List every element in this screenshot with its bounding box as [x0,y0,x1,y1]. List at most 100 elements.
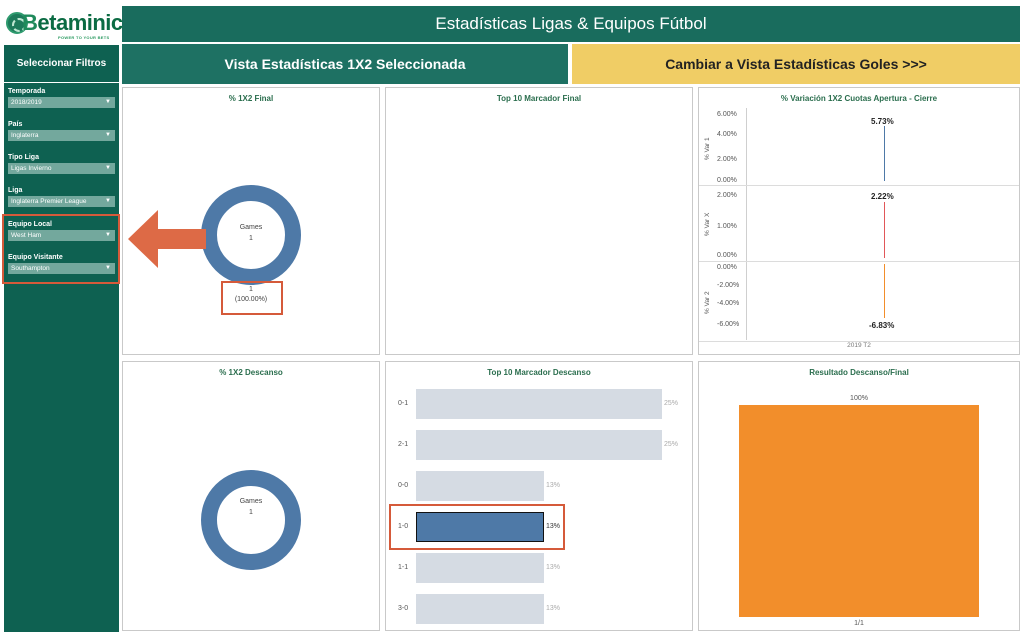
panel-1x2-descanso: % 1X2 Descanso Games 1 [122,361,380,631]
logo-b: B [22,10,38,35]
donut-center-label: Games [239,224,263,231]
donut-center-value: 1 [249,235,253,242]
panel-title: % Variación 1X2 Cuotas Apertura - Cierre [780,94,938,103]
donut-center-label: Games [239,498,263,505]
bar-1-0[interactable] [416,512,544,542]
select-value: Ligas Invierno [11,165,52,172]
bar-value-label: 100% [850,395,868,402]
axis-label: % Var 1 [704,137,711,160]
filter-equipo-local: Equipo Local West Ham ▼ [8,221,116,241]
donut-center-value: 1 [249,509,253,516]
var-value-x: 2.22% [871,192,894,201]
filter-pais: País Inglaterra ▼ [8,121,116,141]
axis-label: % Var 2 [704,291,711,314]
panel-top10-final: Top 10 Marcador Final [385,87,693,355]
filter-tipo-liga: Tipo Liga Ligas Invierno ▼ [8,154,116,174]
tick-label: -4.00% [717,300,740,307]
chevron-down-icon: ▼ [105,198,111,204]
bar-category-label: 1-1 [398,564,409,571]
tipo-liga-select[interactable]: Ligas Invierno ▼ [8,163,115,174]
filter-label: Tipo Liga [8,154,39,161]
bar-value-label: 25% [664,400,679,407]
chevron-down-icon: ▼ [105,132,111,138]
panel-title: Top 10 Marcador Descanso [487,368,591,377]
team-filters-highlight [2,214,120,284]
bar-0-1[interactable] [416,389,662,419]
tick-label: 4.00% [717,131,737,138]
bar-category-label: 1/1 [854,620,864,627]
filter-equipo-visitante: Equipo Visitante Southampton ▼ [8,254,116,274]
chevron-down-icon: ▼ [105,99,111,105]
temporada-select[interactable]: 2018/2019 ▼ [8,97,115,108]
var-value-1: 5.73% [871,117,894,126]
bar-1-1[interactable] [416,553,544,583]
panel-title: % 1X2 Final [228,94,274,103]
switch-goles-view-button[interactable]: Cambiar a Vista Estadísticas Goles >>> [572,44,1020,84]
axis-label: % Var X [704,212,711,236]
bar-0-0[interactable] [416,471,544,501]
tick-label: 1.00% [717,223,737,230]
select-value: West Ham [11,232,42,239]
panel-title: Top 10 Marcador Final [496,94,582,103]
chevron-down-icon: ▼ [105,165,111,171]
slice-count: 1 [249,286,253,293]
var-bar-2[interactable] [884,264,885,318]
filter-label: País [8,121,23,128]
resultado-bar[interactable] [739,405,979,617]
selected-bar-highlight [389,504,565,550]
bar-value-label: 13% [546,482,561,489]
page-title: Estadísticas Ligas & Equipos Fútbol [122,6,1020,42]
var-bar-x[interactable] [884,202,885,258]
equipo-local-select[interactable]: West Ham ▼ [8,230,115,241]
filter-label: Liga [8,187,23,194]
bar-2-1[interactable] [416,430,662,460]
bar-value-label: 13% [546,564,561,571]
chevron-down-icon: ▼ [105,265,111,271]
panel-resultado: Resultado Descanso/Final 100% 1/1 [698,361,1020,631]
panel-1x2-final: % 1X2 Final Games 1 1 (100.00%) [122,87,380,355]
select-value: 2018/2019 [11,99,42,106]
tick-label: -2.00% [717,282,740,289]
panel-variacion: % Variación 1X2 Cuotas Apertura - Cierre… [698,87,1020,355]
filter-temporada: Temporada 2018/2019 ▼ [8,88,116,108]
logo-brand: etaminic [37,10,123,35]
view-1x2-button[interactable]: Vista Estadísticas 1X2 Seleccionada [122,44,568,84]
filter-liga: Liga Inglaterra Premier League ▼ [8,187,116,207]
bar-category-label: 1-0 [398,523,409,530]
var-row-1: % Var 1 6.00% 4.00% 2.00% 0.00% 5.73% [699,108,1019,186]
bar-value-label: 13% [546,523,561,530]
donut-chart[interactable] [201,185,301,285]
bar-category-label: 0-1 [398,400,409,407]
var-row-x: % Var X 2.00% 1.00% 0.00% 2.22% [699,186,1019,262]
filter-label: Equipo Visitante [8,254,63,261]
tick-label: -6.00% [717,321,740,328]
filter-label: Temporada [8,88,46,95]
var-bar-1[interactable] [884,126,885,181]
slice-percent: (100.00%) [234,296,268,303]
select-value: Southampton [11,265,50,272]
var-row-2: % Var 2 0.00% -2.00% -4.00% -6.00% -6.83… [699,262,1019,342]
bar-3-0[interactable] [416,594,544,624]
betaminic-logo: Betaminic POWER TO YOUR BETS [4,6,123,42]
equipo-visitante-select[interactable]: Southampton ▼ [8,263,115,274]
tick-label: 6.00% [717,111,737,118]
panel-title: % 1X2 Descanso [219,368,283,377]
count-highlight [221,281,283,315]
bar-category-label: 0-0 [398,482,409,489]
bar-value-label: 25% [664,441,679,448]
bar-category-label: 3-0 [398,605,409,612]
panel-top10-descanso: Top 10 Marcador Descanso 0-1 25% 2-1 25% 0-0… [385,361,693,631]
liga-select[interactable]: Inglaterra Premier League ▼ [8,196,115,207]
pais-select[interactable]: Inglaterra ▼ [8,130,115,141]
football-icon [6,12,28,34]
filters-sidebar: Seleccionar Filtros Temporada 2018/2019 … [4,45,119,632]
filter-label: Equipo Local [8,221,52,228]
bar-category-label: 2-1 [398,441,409,448]
x-axis-label: 2019 T2 [847,342,871,349]
sidebar-title: Seleccionar Filtros [4,45,119,83]
tick-label: 0.00% [717,177,737,184]
donut-chart[interactable] [201,470,301,570]
logo-tagline: POWER TO YOUR BETS [58,35,110,40]
tick-label: 0.00% [717,252,737,259]
arrow-left-icon [128,210,206,268]
